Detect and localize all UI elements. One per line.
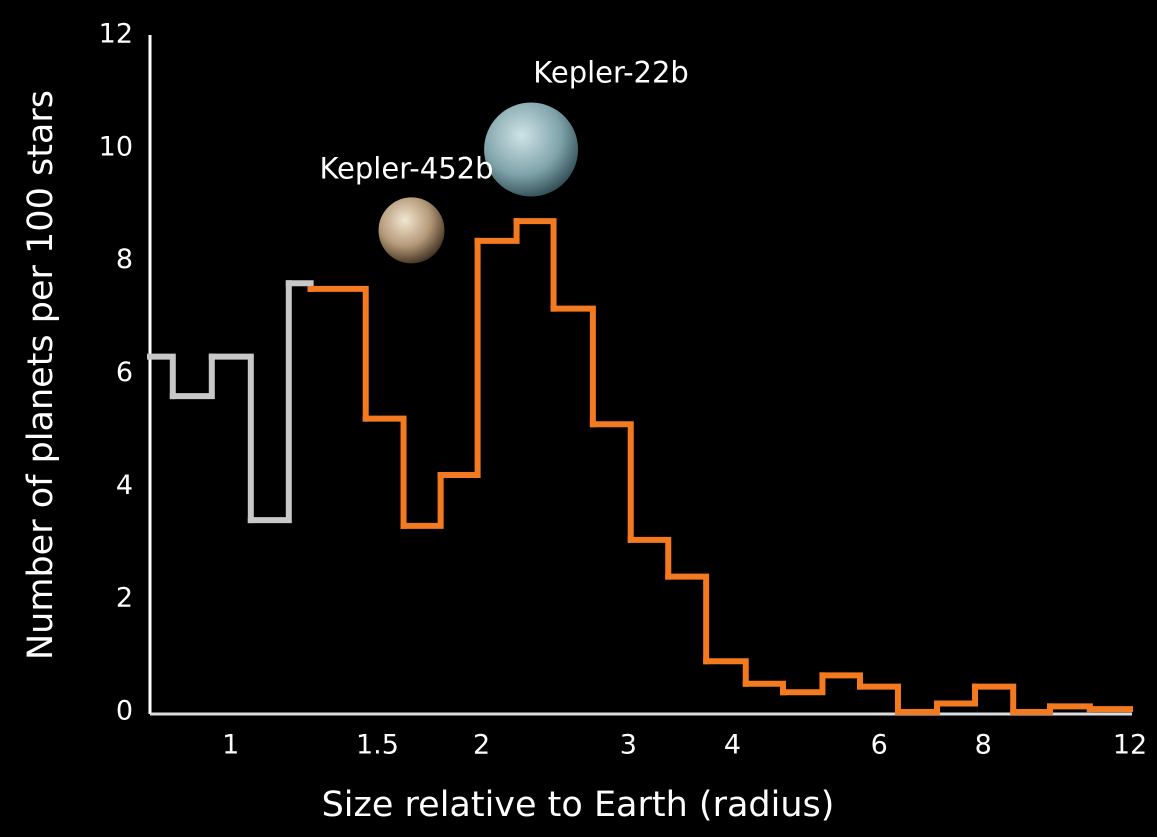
x-tick-label: 1.5	[356, 730, 399, 761]
planet-kepler-22b	[484, 102, 578, 196]
histogram-step	[1050, 706, 1090, 709]
background	[0, 0, 1157, 837]
y-tick-label: 12	[99, 19, 133, 50]
x-tick-label: 1	[222, 730, 239, 761]
x-tick-label: 12	[1113, 730, 1147, 761]
annotation: Kepler-22b	[533, 55, 689, 89]
x-tick-label: 4	[724, 730, 741, 761]
x-tick-label: 6	[871, 730, 888, 761]
annotation: Kepler-452b	[319, 151, 493, 185]
y-tick-label: 10	[99, 131, 133, 162]
x-tick-label: 2	[473, 730, 490, 761]
x-tick-label: 8	[975, 730, 992, 761]
y-tick-label: 2	[116, 583, 133, 614]
chart: Size relative to Earth (radius) Number o…	[0, 0, 1157, 837]
y-tick-label: 0	[116, 696, 133, 727]
y-axis-label: Number of planets per 100 stars	[21, 90, 61, 660]
planet-kepler-452b	[379, 197, 445, 263]
x-tick-label: 3	[620, 730, 637, 761]
x-axis-label: Size relative to Earth (radius)	[322, 785, 835, 825]
y-tick-label: 6	[116, 357, 133, 388]
y-tick-label: 4	[116, 470, 133, 501]
y-tick-label: 8	[116, 244, 133, 275]
page: {"chart_data": { "type": "step-histogram…	[0, 0, 1157, 837]
